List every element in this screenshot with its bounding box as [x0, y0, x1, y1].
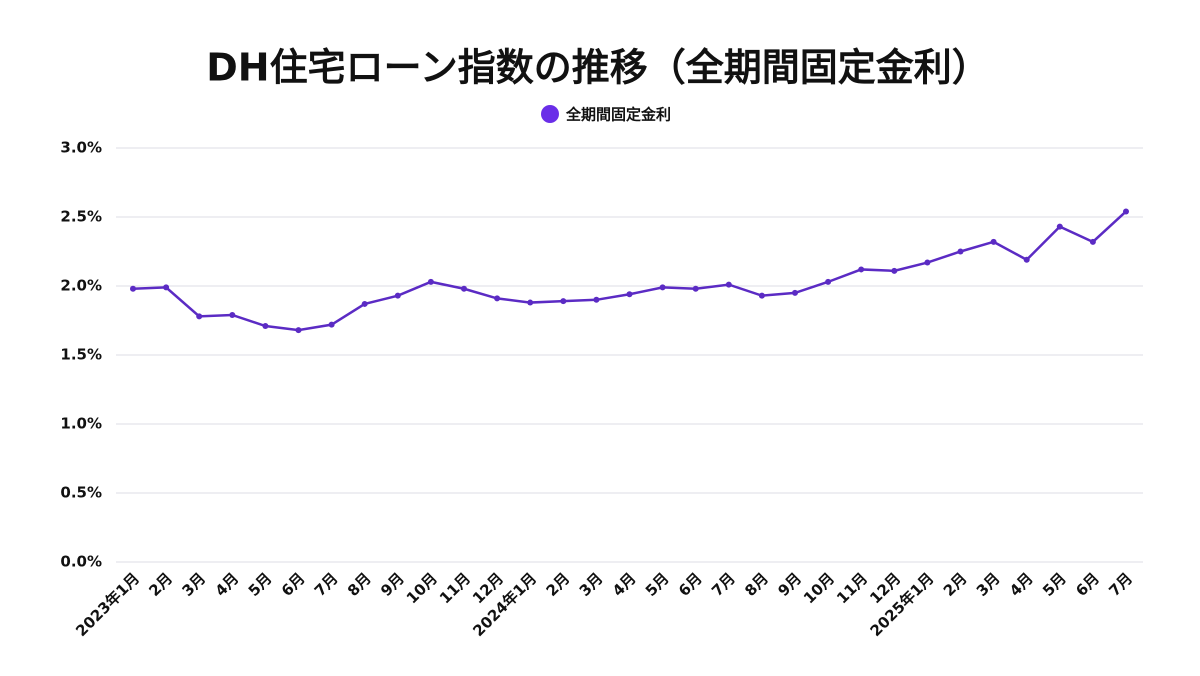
x-tick-label: 8月: [344, 569, 375, 600]
data-point: [163, 284, 170, 291]
y-tick-label: 2.5%: [60, 208, 102, 226]
x-tick-label: 8月: [741, 569, 772, 600]
x-tick-label: 3月: [178, 569, 209, 600]
x-tick-label: 3月: [973, 569, 1004, 600]
legend-label: 全期間固定金利: [565, 106, 671, 124]
x-tick-label: 6月: [675, 569, 706, 600]
x-tick-label: 10月: [800, 569, 838, 607]
x-tick-label: 4月: [609, 569, 640, 600]
y-tick-label: 0.0%: [60, 553, 102, 571]
data-point: [461, 285, 467, 292]
x-tick-label: 4月: [212, 569, 243, 600]
chart-title: DH住宅ローン指数の推移（全期間固定金利）: [206, 46, 989, 90]
x-tick-label: 11月: [833, 569, 871, 607]
x-tick-label: 7月: [1105, 569, 1136, 600]
data-point: [394, 292, 401, 299]
data-point: [196, 313, 203, 320]
data-point: [1056, 223, 1063, 230]
x-tick-label: 11月: [436, 569, 474, 607]
data-point: [792, 289, 798, 296]
data-point: [1023, 256, 1030, 263]
data-point: [560, 298, 567, 305]
data-point: [692, 285, 699, 292]
data-point: [825, 278, 832, 285]
x-tick-label: 7月: [708, 569, 739, 600]
x-tick-label: 5月: [245, 569, 276, 600]
x-tick-label: 6月: [278, 569, 309, 600]
data-point: [361, 300, 368, 307]
data-point: [725, 281, 732, 288]
x-tick-label: 3月: [576, 569, 607, 600]
x-tick-label: 5月: [642, 569, 673, 600]
y-tick-label: 0.5%: [60, 484, 102, 502]
x-tick-label: 2月: [940, 569, 971, 600]
x-tick-label: 2月: [543, 569, 574, 600]
data-point: [1123, 208, 1129, 215]
y-tick-label: 1.5%: [60, 346, 102, 364]
x-tick-label: 6月: [1072, 569, 1103, 600]
data-point: [957, 248, 964, 255]
data-point: [1089, 238, 1096, 245]
x-tick-label: 7月: [311, 569, 342, 600]
data-point: [659, 284, 666, 291]
data-point: [494, 295, 501, 302]
data-point: [295, 327, 302, 334]
x-tick-label: 2月: [145, 569, 176, 600]
x-tick-label: 5月: [1039, 569, 1070, 600]
data-point: [130, 285, 136, 292]
legend-marker: [541, 105, 559, 123]
data-point: [626, 291, 633, 298]
data-point: [758, 292, 765, 299]
x-tick-label: 10月: [403, 569, 441, 607]
data-point: [328, 321, 335, 328]
data-point: [891, 267, 898, 274]
data-point: [990, 238, 997, 245]
data-point: [858, 266, 865, 273]
x-tick-label: 2023年1月: [72, 569, 143, 640]
data-point: [229, 311, 236, 318]
data-point: [427, 278, 434, 285]
x-tick-label: 4月: [1006, 569, 1037, 600]
data-point: [924, 259, 931, 266]
data-point: [527, 299, 534, 306]
data-point: [593, 296, 600, 303]
y-tick-label: 2.0%: [60, 277, 102, 295]
y-tick-label: 1.0%: [60, 415, 102, 433]
data-point: [262, 323, 269, 330]
y-tick-label: 3.0%: [60, 139, 102, 157]
series-line: [132, 210, 1127, 332]
